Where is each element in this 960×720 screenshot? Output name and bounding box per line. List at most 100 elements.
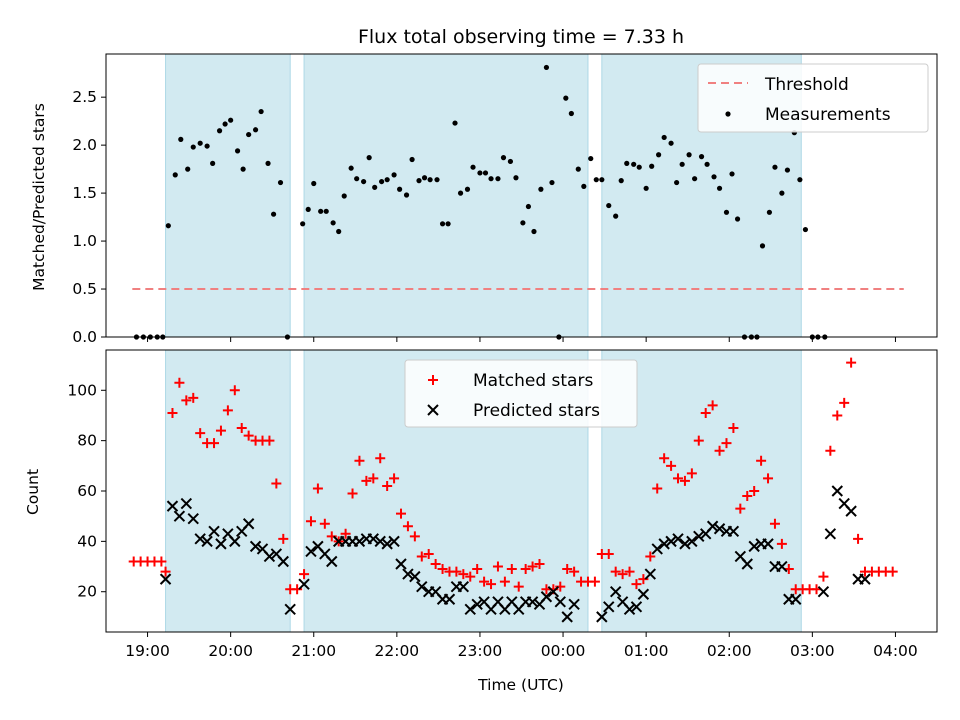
measurement-point bbox=[482, 170, 489, 176]
matched-star-point bbox=[735, 503, 746, 514]
measurement-point bbox=[240, 166, 246, 172]
matched-star-point bbox=[534, 559, 545, 570]
predicted-star-point bbox=[561, 611, 573, 623]
measurement-point bbox=[588, 155, 594, 162]
measurement-point bbox=[300, 221, 306, 227]
matched-star-point bbox=[479, 576, 490, 587]
matched-star-point bbox=[305, 516, 316, 527]
bottom-y-axis-label: Count bbox=[24, 469, 42, 515]
measurement-point bbox=[311, 180, 317, 187]
matched-star-point bbox=[299, 569, 310, 580]
predicted-star-point bbox=[277, 555, 289, 568]
axes-frame bbox=[105, 53, 938, 338]
matched-star-point bbox=[215, 425, 226, 436]
top-panel: 0.0 0.5 1.0 1.5 2.0 2.5 Threshold Measurements bbox=[72, 53, 938, 346]
measurement-point bbox=[500, 155, 507, 161]
predicted-star-point bbox=[457, 580, 470, 593]
bottom-legend: Matched stars Predicted stars bbox=[404, 359, 638, 428]
predicted-star-point bbox=[568, 598, 580, 611]
chart-title: Flux total observing time = 7.33 h bbox=[358, 26, 684, 48]
matched-star-point bbox=[603, 548, 614, 559]
measurement-point bbox=[270, 211, 277, 217]
matched-star-point bbox=[714, 445, 725, 456]
top-legend: Threshold Measurements bbox=[697, 63, 929, 133]
matched-star-point bbox=[839, 397, 850, 408]
legend-matched-label: Matched stars bbox=[473, 371, 593, 391]
measurement-point bbox=[457, 190, 464, 196]
matched-star-point bbox=[156, 556, 167, 567]
matched-star-point bbox=[679, 475, 690, 486]
measurement-point bbox=[593, 177, 599, 183]
predicted-star-point bbox=[623, 603, 636, 616]
matched-star-point bbox=[825, 445, 836, 456]
matched-star-point bbox=[707, 400, 718, 411]
measurement-point bbox=[305, 206, 311, 213]
measurement-point bbox=[599, 177, 605, 183]
legend-measurement-label: Measurements bbox=[765, 105, 891, 125]
matched-star-point bbox=[610, 566, 621, 577]
predicted-star-point bbox=[159, 573, 172, 585]
predicted-star-point bbox=[381, 538, 393, 550]
matched-star-point bbox=[506, 564, 517, 575]
predicted-star-point bbox=[180, 497, 193, 510]
measurement-point bbox=[252, 127, 259, 133]
y-tick-label: 60 bbox=[77, 482, 97, 500]
measurement-point bbox=[802, 226, 809, 233]
measurement-point bbox=[210, 160, 216, 166]
observing-interval bbox=[165, 349, 291, 633]
y-tick-label: 40 bbox=[77, 532, 97, 550]
measurement-point bbox=[716, 185, 723, 191]
matched-star-point bbox=[846, 357, 857, 368]
predicted-star-point bbox=[305, 545, 317, 558]
predicted-star-point bbox=[554, 596, 566, 608]
matched-star-point bbox=[326, 531, 337, 542]
measurement-point bbox=[452, 120, 458, 126]
matched-star-point bbox=[174, 377, 185, 388]
predicted-star-point bbox=[776, 560, 788, 573]
matched-star-point bbox=[520, 564, 531, 575]
predicted-star-point bbox=[215, 538, 227, 550]
predicted-star-point bbox=[748, 540, 760, 553]
matched-star-point bbox=[243, 430, 254, 441]
predicted-star-point bbox=[547, 586, 560, 598]
matched-star-point bbox=[652, 483, 663, 494]
legend-box bbox=[697, 63, 929, 133]
matched-star-point bbox=[278, 533, 289, 544]
y-tick-label: 80 bbox=[77, 432, 97, 450]
matched-star-point bbox=[319, 518, 330, 529]
x-tick-label: 01:00 bbox=[624, 642, 669, 660]
measurement-point bbox=[759, 243, 766, 249]
measurement-point bbox=[246, 131, 252, 138]
predicted-star-point bbox=[713, 523, 726, 535]
measurement-point bbox=[323, 208, 329, 214]
matched-star-point bbox=[756, 455, 767, 466]
bottom-panel: 20 40 60 80 100 19:00 20:00 21:00 22:00 23:00 00:0… bbox=[67, 349, 938, 660]
matched-star-point bbox=[624, 566, 635, 577]
legend-threshold-label: Threshold bbox=[764, 75, 849, 95]
measurement-point bbox=[679, 161, 685, 167]
matched-star-point bbox=[645, 551, 656, 562]
legend-measurement-swatch bbox=[725, 111, 731, 117]
measurement-point bbox=[686, 152, 692, 158]
predicted-star-point bbox=[727, 525, 740, 537]
measurement-point bbox=[656, 152, 662, 158]
matched-star-point bbox=[562, 564, 573, 575]
measurement-point bbox=[711, 174, 717, 180]
predicted-star-point bbox=[637, 588, 650, 600]
measurement-point bbox=[631, 161, 637, 167]
measurement-point bbox=[222, 121, 228, 127]
predicted-star-point bbox=[443, 593, 456, 605]
measurement-point bbox=[649, 163, 655, 169]
measurement-point bbox=[624, 160, 630, 166]
measurement-point bbox=[445, 221, 451, 227]
predicted-star-point bbox=[374, 535, 386, 548]
predicted-star-point bbox=[395, 558, 407, 570]
measurement-point bbox=[470, 164, 476, 170]
matched-star-point bbox=[430, 559, 441, 570]
matched-star-point bbox=[396, 508, 407, 519]
measurement-point bbox=[568, 110, 574, 117]
predicted-star-point bbox=[824, 528, 837, 540]
x-axis-label: Time (UTC) bbox=[477, 676, 564, 694]
matched-star-point bbox=[818, 571, 829, 582]
y-tick-label: 1.0 bbox=[72, 232, 97, 250]
